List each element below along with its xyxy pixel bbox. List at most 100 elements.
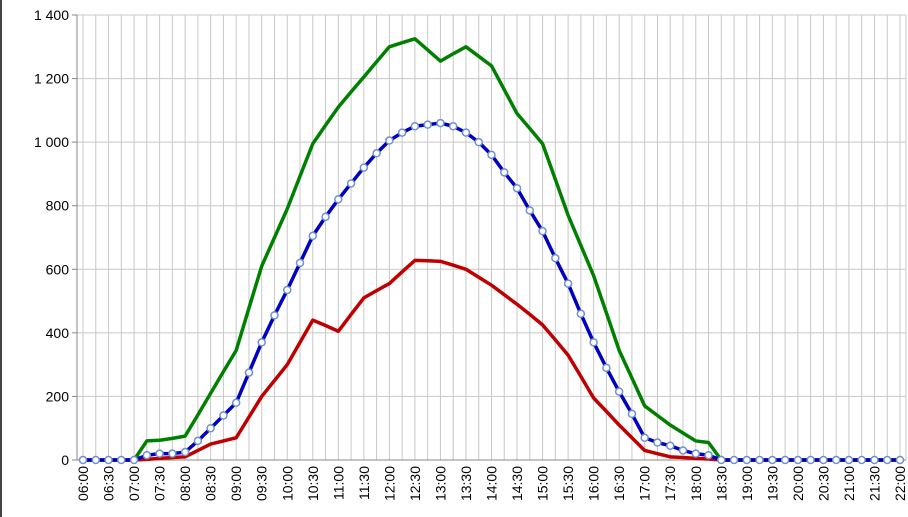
y-tick-label: 600 (46, 261, 70, 277)
data-point (806, 455, 815, 465)
data-point (423, 120, 432, 129)
data-point (882, 455, 892, 465)
x-tick-label: 12:00 (381, 466, 397, 501)
x-tick-label: 14:00 (484, 466, 500, 501)
data-point (193, 436, 203, 446)
data-point (704, 450, 713, 460)
data-point (436, 118, 445, 128)
x-tick-label: 09:00 (228, 466, 244, 501)
y-tick-label: 800 (46, 198, 70, 214)
data-point (538, 226, 547, 236)
x-tick-label: 06:00 (75, 466, 91, 501)
data-point (819, 455, 828, 465)
x-tick-label: 16:00 (586, 466, 602, 501)
x-tick-label: 10:00 (279, 466, 295, 501)
data-point (589, 338, 598, 347)
data-point (512, 183, 522, 193)
data-point (295, 258, 305, 268)
data-point (372, 149, 381, 158)
frame-edge (0, 0, 2, 517)
data-point (768, 455, 777, 465)
data-point (117, 455, 126, 465)
data-point (461, 128, 471, 137)
x-tick-label: 11:00 (330, 466, 346, 500)
data-point (257, 338, 266, 347)
data-point (717, 455, 726, 465)
x-tick-label: 11:30 (356, 466, 372, 500)
data-point (129, 455, 139, 465)
data-point (91, 455, 101, 465)
data-point (780, 455, 790, 465)
x-tick-label: 18:30 (713, 466, 729, 501)
x-tick-label: 14:30 (509, 466, 525, 501)
x-tick-label: 08:00 (177, 466, 193, 501)
data-point (168, 449, 177, 458)
x-tick-label: 21:30 (866, 466, 882, 501)
data-point (448, 122, 458, 131)
x-tick-label: 13:00 (432, 466, 448, 501)
x-tick-label: 22:00 (892, 466, 908, 501)
x-tick-label: 15:30 (560, 466, 576, 501)
data-point (793, 455, 803, 465)
data-point (870, 455, 879, 465)
data-point (359, 163, 369, 172)
data-point (691, 449, 700, 458)
data-point (474, 137, 483, 147)
data-point (487, 150, 496, 160)
x-tick-label: 21:00 (841, 466, 857, 501)
data-point (155, 449, 164, 458)
x-tick-label: 19:30 (764, 466, 780, 501)
x-tick-label: 08:30 (203, 466, 219, 501)
data-point (563, 279, 573, 288)
data-point (308, 231, 318, 241)
data-point (270, 311, 279, 320)
x-tick-label: 07:00 (126, 466, 142, 501)
y-tick-label: 1 400 (34, 7, 69, 23)
data-point (857, 455, 866, 465)
x-tick-label: 13:30 (458, 466, 474, 501)
data-point (729, 455, 739, 465)
x-tick-label: 06:30 (101, 466, 117, 501)
data-point (346, 179, 356, 188)
data-point (742, 455, 752, 465)
data-point (665, 441, 675, 450)
data-point (244, 368, 254, 377)
data-point (410, 122, 420, 131)
data-point (627, 409, 637, 419)
x-tick-label: 18:00 (688, 466, 704, 501)
x-tick-label: 16:30 (611, 466, 627, 501)
x-tick-label: 17:30 (662, 466, 678, 501)
data-point (678, 446, 688, 455)
x-tick-label: 10:30 (305, 466, 321, 501)
data-point (525, 206, 535, 215)
x-tick-label: 12:30 (407, 466, 423, 501)
data-point (283, 285, 292, 295)
x-tick-label: 20:30 (815, 466, 831, 501)
data-point (231, 398, 241, 408)
y-tick-label: 1 200 (34, 71, 69, 87)
data-point (78, 455, 88, 465)
data-point (755, 455, 764, 465)
data-point (831, 455, 841, 465)
data-point (397, 128, 407, 137)
y-tick-label: 400 (46, 325, 70, 341)
data-point (321, 212, 330, 222)
data-point (206, 423, 215, 433)
x-tick-label: 15:00 (535, 466, 551, 501)
data-point (614, 387, 624, 396)
data-point (142, 450, 152, 460)
x-tick-label: 07:30 (152, 466, 168, 501)
x-tick-label: 19:00 (739, 466, 755, 501)
data-point (334, 195, 343, 204)
y-tick-label: 0 (61, 452, 69, 468)
data-point (895, 455, 905, 465)
x-tick-label: 20:00 (790, 466, 806, 501)
data-point (500, 168, 509, 177)
y-tick-label: 200 (46, 388, 70, 404)
data-point (602, 363, 611, 373)
y-tick-label: 1 000 (34, 134, 69, 150)
data-point (640, 433, 649, 442)
data-point (385, 136, 394, 145)
x-tick-label: 17:00 (637, 466, 653, 501)
